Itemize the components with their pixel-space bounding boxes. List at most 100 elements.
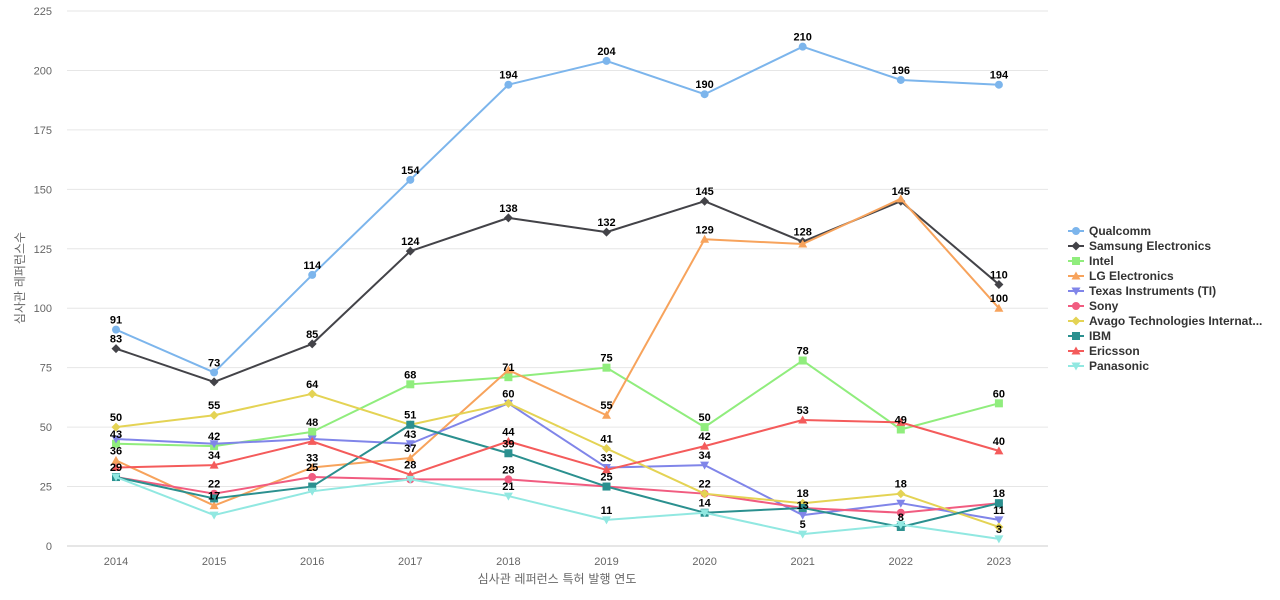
data-label: 100 <box>990 293 1008 305</box>
data-label: 204 <box>597 46 616 58</box>
data-label: 29 <box>110 462 122 474</box>
data-label: 28 <box>404 460 416 472</box>
data-point <box>504 449 513 458</box>
legend-item[interactable]: LG Electronics <box>1068 269 1174 283</box>
legend-marker <box>1071 287 1081 296</box>
legend-item[interactable]: Qualcomm <box>1068 224 1151 238</box>
legend-label: Panasonic <box>1089 359 1149 373</box>
data-label: 154 <box>401 165 420 177</box>
data-point <box>209 440 219 449</box>
x-tick-label: 2017 <box>398 556 422 568</box>
data-point <box>503 398 513 408</box>
legend-item[interactable]: Panasonic <box>1068 359 1149 373</box>
data-point <box>111 344 121 354</box>
data-label: 129 <box>695 224 713 236</box>
data-point <box>111 473 121 482</box>
series-line <box>115 392 1000 528</box>
legend-marker <box>1072 257 1080 265</box>
legend-item[interactable]: Sony <box>1068 299 1119 313</box>
data-label: 18 <box>797 488 809 500</box>
data-point <box>209 377 219 387</box>
legend-marker <box>1071 241 1081 251</box>
series-line <box>115 476 1000 540</box>
data-point <box>503 213 513 223</box>
data-point <box>504 475 513 484</box>
y-axis-title: 심사관 레퍼런스수 <box>13 232 27 324</box>
legend-label: Intel <box>1089 254 1114 268</box>
data-point <box>798 239 808 248</box>
series-line <box>115 197 1000 507</box>
legend-item[interactable]: Texas Instruments (TI) <box>1068 284 1216 298</box>
data-label: 60 <box>993 388 1005 400</box>
data-label: 42 <box>698 431 710 443</box>
series-line <box>115 402 1000 521</box>
data-point <box>308 427 317 436</box>
data-label: 39 <box>502 438 514 450</box>
data-point <box>405 453 415 462</box>
legend-label: Texas Instruments (TI) <box>1089 284 1216 298</box>
x-tick-label: 2023 <box>987 556 1011 568</box>
data-label: 44 <box>502 426 515 438</box>
data-point <box>504 80 513 89</box>
data-label: 78 <box>797 346 809 358</box>
data-label: 21 <box>502 481 514 493</box>
data-point <box>406 175 415 184</box>
x-tick-label: 2022 <box>889 556 913 568</box>
data-point <box>210 368 219 377</box>
data-point <box>602 444 611 454</box>
data-point <box>994 303 1004 312</box>
data-label: 25 <box>306 462 318 474</box>
data-point <box>798 356 807 365</box>
data-label: 51 <box>404 410 416 422</box>
data-point <box>994 446 1004 455</box>
legend-marker <box>1071 346 1081 355</box>
series-7 <box>112 420 1003 531</box>
data-point <box>994 522 1004 532</box>
data-label: 110 <box>990 269 1008 281</box>
data-label: 75 <box>600 353 612 365</box>
data-point <box>798 511 808 520</box>
data-point <box>896 417 906 426</box>
data-label: 8 <box>898 512 904 524</box>
data-label: 194 <box>499 70 518 82</box>
legend-label: LG Electronics <box>1089 269 1174 283</box>
data-point <box>209 410 219 420</box>
data-point <box>602 516 611 525</box>
data-point <box>700 196 710 206</box>
data-point <box>700 423 709 432</box>
data-point <box>307 487 317 496</box>
data-point <box>210 494 219 503</box>
legend-marker <box>1072 227 1080 235</box>
data-label: 83 <box>110 334 122 346</box>
data-point <box>700 509 710 518</box>
y-tick-label: 75 <box>40 363 52 375</box>
legend-item[interactable]: IBM <box>1068 329 1111 343</box>
y-tick-label: 175 <box>34 125 52 137</box>
legend-item[interactable]: Intel <box>1068 254 1114 268</box>
x-tick-label: 2016 <box>300 556 324 568</box>
data-point <box>994 499 1003 508</box>
legend-label: Ericsson <box>1089 344 1140 358</box>
legend-marker <box>1071 316 1081 326</box>
data-point <box>994 279 1004 289</box>
legend-item[interactable]: Samsung Electronics <box>1068 239 1211 253</box>
data-label: 22 <box>698 479 710 491</box>
data-point <box>209 501 219 510</box>
data-point <box>209 460 219 469</box>
data-point <box>700 234 710 243</box>
data-label: 190 <box>695 79 713 91</box>
data-label: 43 <box>110 429 122 441</box>
data-point <box>307 389 317 399</box>
data-point <box>307 436 317 445</box>
legend-item[interactable]: Avago Technologies Internat... <box>1068 314 1262 328</box>
data-point <box>602 56 611 65</box>
data-point <box>307 339 317 349</box>
data-label: 71 <box>502 362 514 374</box>
data-point <box>308 482 317 491</box>
data-label: 22 <box>208 479 220 491</box>
data-label: 37 <box>404 443 416 455</box>
data-label: 85 <box>306 329 318 341</box>
legend-item[interactable]: Ericsson <box>1068 344 1140 358</box>
y-tick-label: 0 <box>46 541 52 553</box>
